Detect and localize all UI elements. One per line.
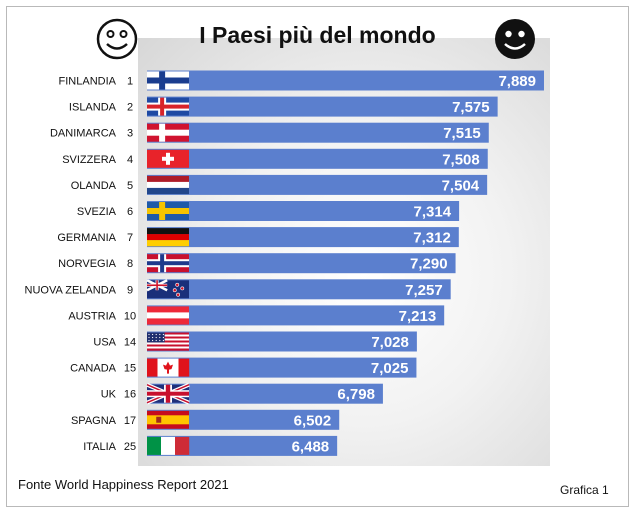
bar-austria [147, 305, 445, 326]
italy-flag-icon [147, 436, 190, 455]
uk-flag-icon [146, 382, 190, 405]
category-label-nuova-zelanda: NUOVA ZELANDA [25, 284, 117, 296]
bar-canada [147, 357, 417, 378]
value-label-uk: 6,798 [337, 386, 375, 403]
value-label-norvegia: 7,290 [410, 256, 448, 273]
rank-label-svezia: 6 [127, 206, 133, 218]
category-label-uk: UK [101, 389, 117, 401]
bar-usa [147, 331, 417, 352]
category-label-norvegia: NORVEGIA [58, 258, 117, 270]
iceland-flag-icon [147, 97, 189, 116]
rank-label-austria: 10 [124, 310, 136, 322]
bar-nuova-zelanda [147, 279, 451, 300]
rank-label-uk: 16 [124, 389, 136, 401]
new-zealand-flag-icon [146, 279, 189, 299]
rank-label-finlandia: 1 [127, 76, 133, 88]
canada-flag-icon [147, 358, 190, 377]
value-label-spagna: 6,502 [294, 412, 332, 429]
category-label-austria: AUSTRIA [68, 310, 116, 322]
value-label-finlandia: 7,889 [498, 73, 536, 90]
rank-label-spagna: 17 [124, 415, 136, 427]
source-note: Fonte World Happiness Report 2021 [18, 477, 229, 492]
bar-norvegia [147, 253, 456, 274]
category-label-olanda: OLANDA [71, 180, 117, 192]
bar-spagna [147, 409, 340, 430]
value-label-islanda: 7,575 [452, 99, 490, 116]
bar-svezia [147, 201, 460, 221]
rank-label-canada: 15 [124, 363, 136, 375]
chart-number: Grafica 1 [560, 483, 609, 497]
category-label-germania: GERMANIA [57, 232, 116, 244]
category-label-canada: CANADA [70, 363, 117, 375]
sweden-flag-icon [147, 202, 189, 220]
value-label-olanda: 7,504 [442, 177, 480, 194]
bar-germania [147, 227, 459, 248]
smiley-filled-icon [495, 19, 535, 59]
value-label-italia: 6,488 [292, 438, 330, 455]
spain-flag-icon [147, 410, 189, 429]
value-label-austria: 7,213 [399, 308, 437, 325]
rank-label-islanda: 2 [127, 102, 133, 114]
category-label-islanda: ISLANDA [69, 102, 117, 114]
chart-title: I Paesi più del mondo [199, 22, 436, 48]
category-label-finlandia: FINLANDIA [59, 76, 117, 88]
rank-label-danimarca: 3 [127, 128, 133, 140]
austria-flag-icon [147, 306, 189, 325]
denmark-flag-icon [147, 123, 189, 142]
bar-finlandia [147, 70, 544, 91]
category-label-svizzera: SVIZZERA [62, 154, 116, 166]
rank-label-svizzera: 4 [127, 154, 133, 166]
rank-label-norvegia: 8 [127, 258, 133, 270]
value-label-nuova-zelanda: 7,257 [405, 282, 443, 299]
value-label-canada: 7,025 [371, 360, 409, 377]
rank-label-italia: 25 [124, 441, 136, 453]
norway-flag-icon [147, 254, 189, 273]
switzerland-flag-icon [147, 149, 189, 168]
bar-uk [147, 383, 383, 404]
germany-flag-icon [147, 228, 189, 247]
value-label-germania: 7,312 [413, 230, 451, 247]
bar-olanda [147, 174, 488, 195]
rank-label-germania: 7 [127, 232, 133, 244]
usa-flag-icon [147, 332, 189, 351]
category-label-spagna: SPAGNA [71, 415, 117, 427]
category-label-danimarca: DANIMARCA [50, 128, 117, 140]
bar-islanda [147, 96, 498, 117]
value-label-svizzera: 7,508 [442, 151, 480, 168]
rank-label-olanda: 5 [127, 180, 133, 192]
finland-flag-icon [147, 71, 189, 90]
netherlands-flag-icon [147, 175, 189, 195]
value-label-svezia: 7,314 [414, 204, 452, 221]
category-label-italia: ITALIA [83, 441, 116, 453]
value-label-danimarca: 7,515 [443, 125, 481, 142]
category-label-svezia: SVEZIA [77, 206, 117, 218]
value-label-usa: 7,028 [371, 334, 409, 351]
rank-label-usa: 14 [124, 337, 136, 349]
rank-label-nuova-zelanda: 9 [127, 284, 133, 296]
bar-svizzera [147, 148, 488, 169]
bar-danimarca [147, 122, 489, 143]
smiley-outline-icon [96, 18, 138, 60]
category-label-usa: USA [93, 337, 116, 349]
bar-italia [147, 435, 338, 456]
